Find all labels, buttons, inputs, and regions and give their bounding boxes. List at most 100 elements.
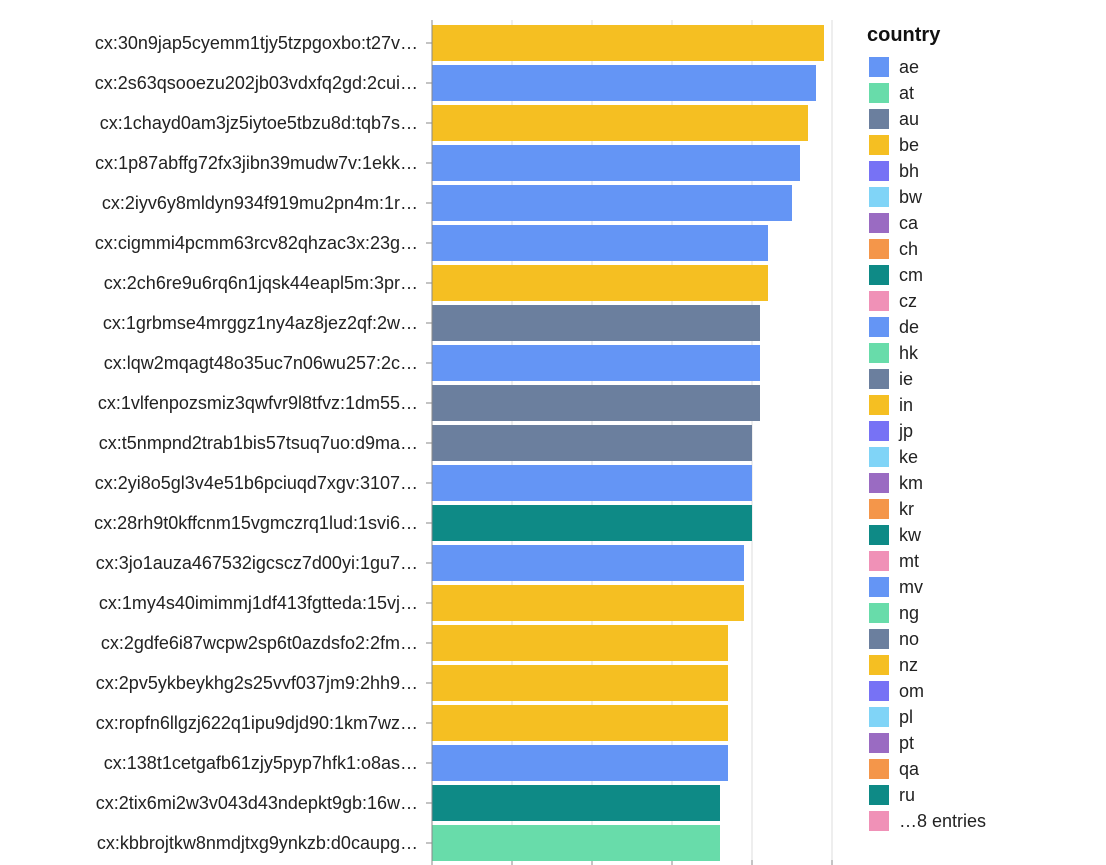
legend-swatch xyxy=(869,135,889,155)
category-label: cx:28rh9t0kffcnm15vgmczrq1lud:1svi6… xyxy=(94,513,418,533)
bar xyxy=(432,705,728,741)
legend-swatch xyxy=(869,447,889,467)
legend-swatch xyxy=(869,369,889,389)
legend-swatch xyxy=(869,525,889,545)
bar xyxy=(432,385,760,421)
legend-title: country xyxy=(867,24,941,46)
category-label: cx:1chayd0am3jz5iytoe5tbzu8d:tqb7s… xyxy=(100,113,418,133)
legend-label: no xyxy=(899,629,919,649)
legend-label: ae xyxy=(899,57,919,77)
legend-label: au xyxy=(899,109,919,129)
legend-swatch xyxy=(869,343,889,363)
legend-label: kw xyxy=(899,525,922,545)
bar xyxy=(432,225,768,261)
legend-swatch xyxy=(869,395,889,415)
legend-swatch xyxy=(869,733,889,753)
legend-swatch xyxy=(869,655,889,675)
legend-label: mt xyxy=(899,551,919,571)
category-label: cx:1my4s40imimmj1df413fgtteda:15vj… xyxy=(99,593,418,613)
legend-label: hk xyxy=(899,343,919,363)
category-label: cx:1vlfenpozsmiz3qwfvr9l8tfvz:1dm55… xyxy=(98,393,418,413)
legend-label: kr xyxy=(899,499,914,519)
legend-label: bh xyxy=(899,161,919,181)
legend-label: bw xyxy=(899,187,923,207)
bar xyxy=(432,465,752,501)
legend-label: qa xyxy=(899,759,920,779)
category-label: cx:ropfn6llgzj622q1ipu9djd90:1km7wz… xyxy=(96,713,418,733)
legend-label: ca xyxy=(899,213,919,233)
bar xyxy=(432,265,768,301)
legend-swatch xyxy=(869,759,889,779)
legend-label: pt xyxy=(899,733,914,753)
legend-label: ie xyxy=(899,369,913,389)
legend-label: om xyxy=(899,681,924,701)
category-label: cx:2yi8o5gl3v4e51b6pciuqd7xgv:3107… xyxy=(95,473,418,493)
bar xyxy=(432,65,816,101)
legend-swatch xyxy=(869,473,889,493)
category-label: cx:cigmmi4pcmm63rcv82qhzac3x:23g… xyxy=(95,233,418,253)
category-label: cx:2gdfe6i87wcpw2sp6t0azdsfo2:2fm… xyxy=(101,633,418,653)
bar xyxy=(432,625,728,661)
category-label: cx:30n9jap5cyemm1tjy5tzpgoxbo:t27v… xyxy=(95,33,418,53)
category-label: cx:lqw2mqagt48o35uc7n06wu257:2c… xyxy=(104,353,418,373)
bar xyxy=(432,185,792,221)
bar xyxy=(432,745,728,781)
legend-swatch xyxy=(869,551,889,571)
legend-swatch xyxy=(869,265,889,285)
legend-label: ng xyxy=(899,603,919,623)
legend-swatch xyxy=(869,213,889,233)
bar xyxy=(432,505,752,541)
category-label: cx:2s63qsooezu202jb03vdxfq2gd:2cui… xyxy=(95,73,418,93)
category-label: cx:1p87abffg72fx3jibn39mudw7v:1ekk… xyxy=(95,153,418,173)
legend-label: ke xyxy=(899,447,918,467)
legend-swatch xyxy=(869,785,889,805)
category-labels: cx:30n9jap5cyemm1tjy5tzpgoxbo:t27v… cx:2s… xyxy=(94,20,433,865)
bar xyxy=(432,25,824,61)
bar xyxy=(432,105,808,141)
legend-swatch xyxy=(869,161,889,181)
legend-label: ch xyxy=(899,239,918,259)
legend-label: nz xyxy=(899,655,918,675)
legend-label: be xyxy=(899,135,919,155)
category-label: cx:3jo1auza467532igcscz7d00yi:1gu7… xyxy=(96,553,418,573)
bar xyxy=(432,825,720,861)
legend-label: cm xyxy=(899,265,923,285)
category-label: cx:1grbmse4mrggz1ny4az8jez2qf:2w… xyxy=(103,313,418,333)
legend-swatch xyxy=(869,83,889,103)
bar xyxy=(432,665,728,701)
legend-swatch xyxy=(869,629,889,649)
legend-label: mv xyxy=(899,577,923,597)
category-label: cx:2ch6re9u6rq6n1jqsk44eapl5m:3pr… xyxy=(104,273,418,293)
category-label: cx:2pv5ykbeykhg2s25vvf037jm9:2hh9… xyxy=(96,673,418,693)
legend-swatch xyxy=(869,317,889,337)
bar-layer xyxy=(432,25,824,861)
legend-label: in xyxy=(899,395,913,415)
legend-swatch xyxy=(869,499,889,519)
legend-swatch xyxy=(869,239,889,259)
bar xyxy=(432,305,760,341)
legend: country ae at au be bh bw ca ch cm cz de hk ie in jp ke… xyxy=(867,24,986,831)
bar xyxy=(432,545,744,581)
legend-swatch xyxy=(869,291,889,311)
legend-swatch xyxy=(869,57,889,77)
category-label: cx:kbbrojtkw8nmdjtxg9ynkzb:d0caupg… xyxy=(97,833,418,853)
legend-label: at xyxy=(899,83,914,103)
category-label: cx:2iyv6y8mldyn934f919mu2pn4m:1r… xyxy=(102,193,418,213)
legend-label: …8 entries xyxy=(899,811,986,831)
legend-label: jp xyxy=(898,421,913,441)
bar xyxy=(432,345,760,381)
legend-swatch xyxy=(869,681,889,701)
legend-label: de xyxy=(899,317,919,337)
legend-label: pl xyxy=(899,707,913,727)
legend-label: km xyxy=(899,473,923,493)
legend-label: cz xyxy=(899,291,917,311)
legend-swatch xyxy=(869,811,889,831)
legend-swatch xyxy=(869,577,889,597)
bar xyxy=(432,585,744,621)
category-label: cx:t5nmpnd2trab1bis57tsuq7uo:d9ma… xyxy=(99,433,418,453)
legend-swatch xyxy=(869,707,889,727)
legend-swatch xyxy=(869,603,889,623)
bar xyxy=(432,145,800,181)
legend-swatch xyxy=(869,109,889,129)
